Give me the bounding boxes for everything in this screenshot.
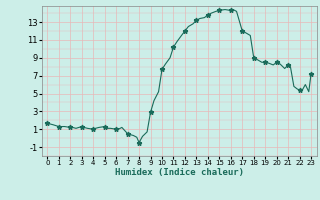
X-axis label: Humidex (Indice chaleur): Humidex (Indice chaleur): [115, 168, 244, 177]
